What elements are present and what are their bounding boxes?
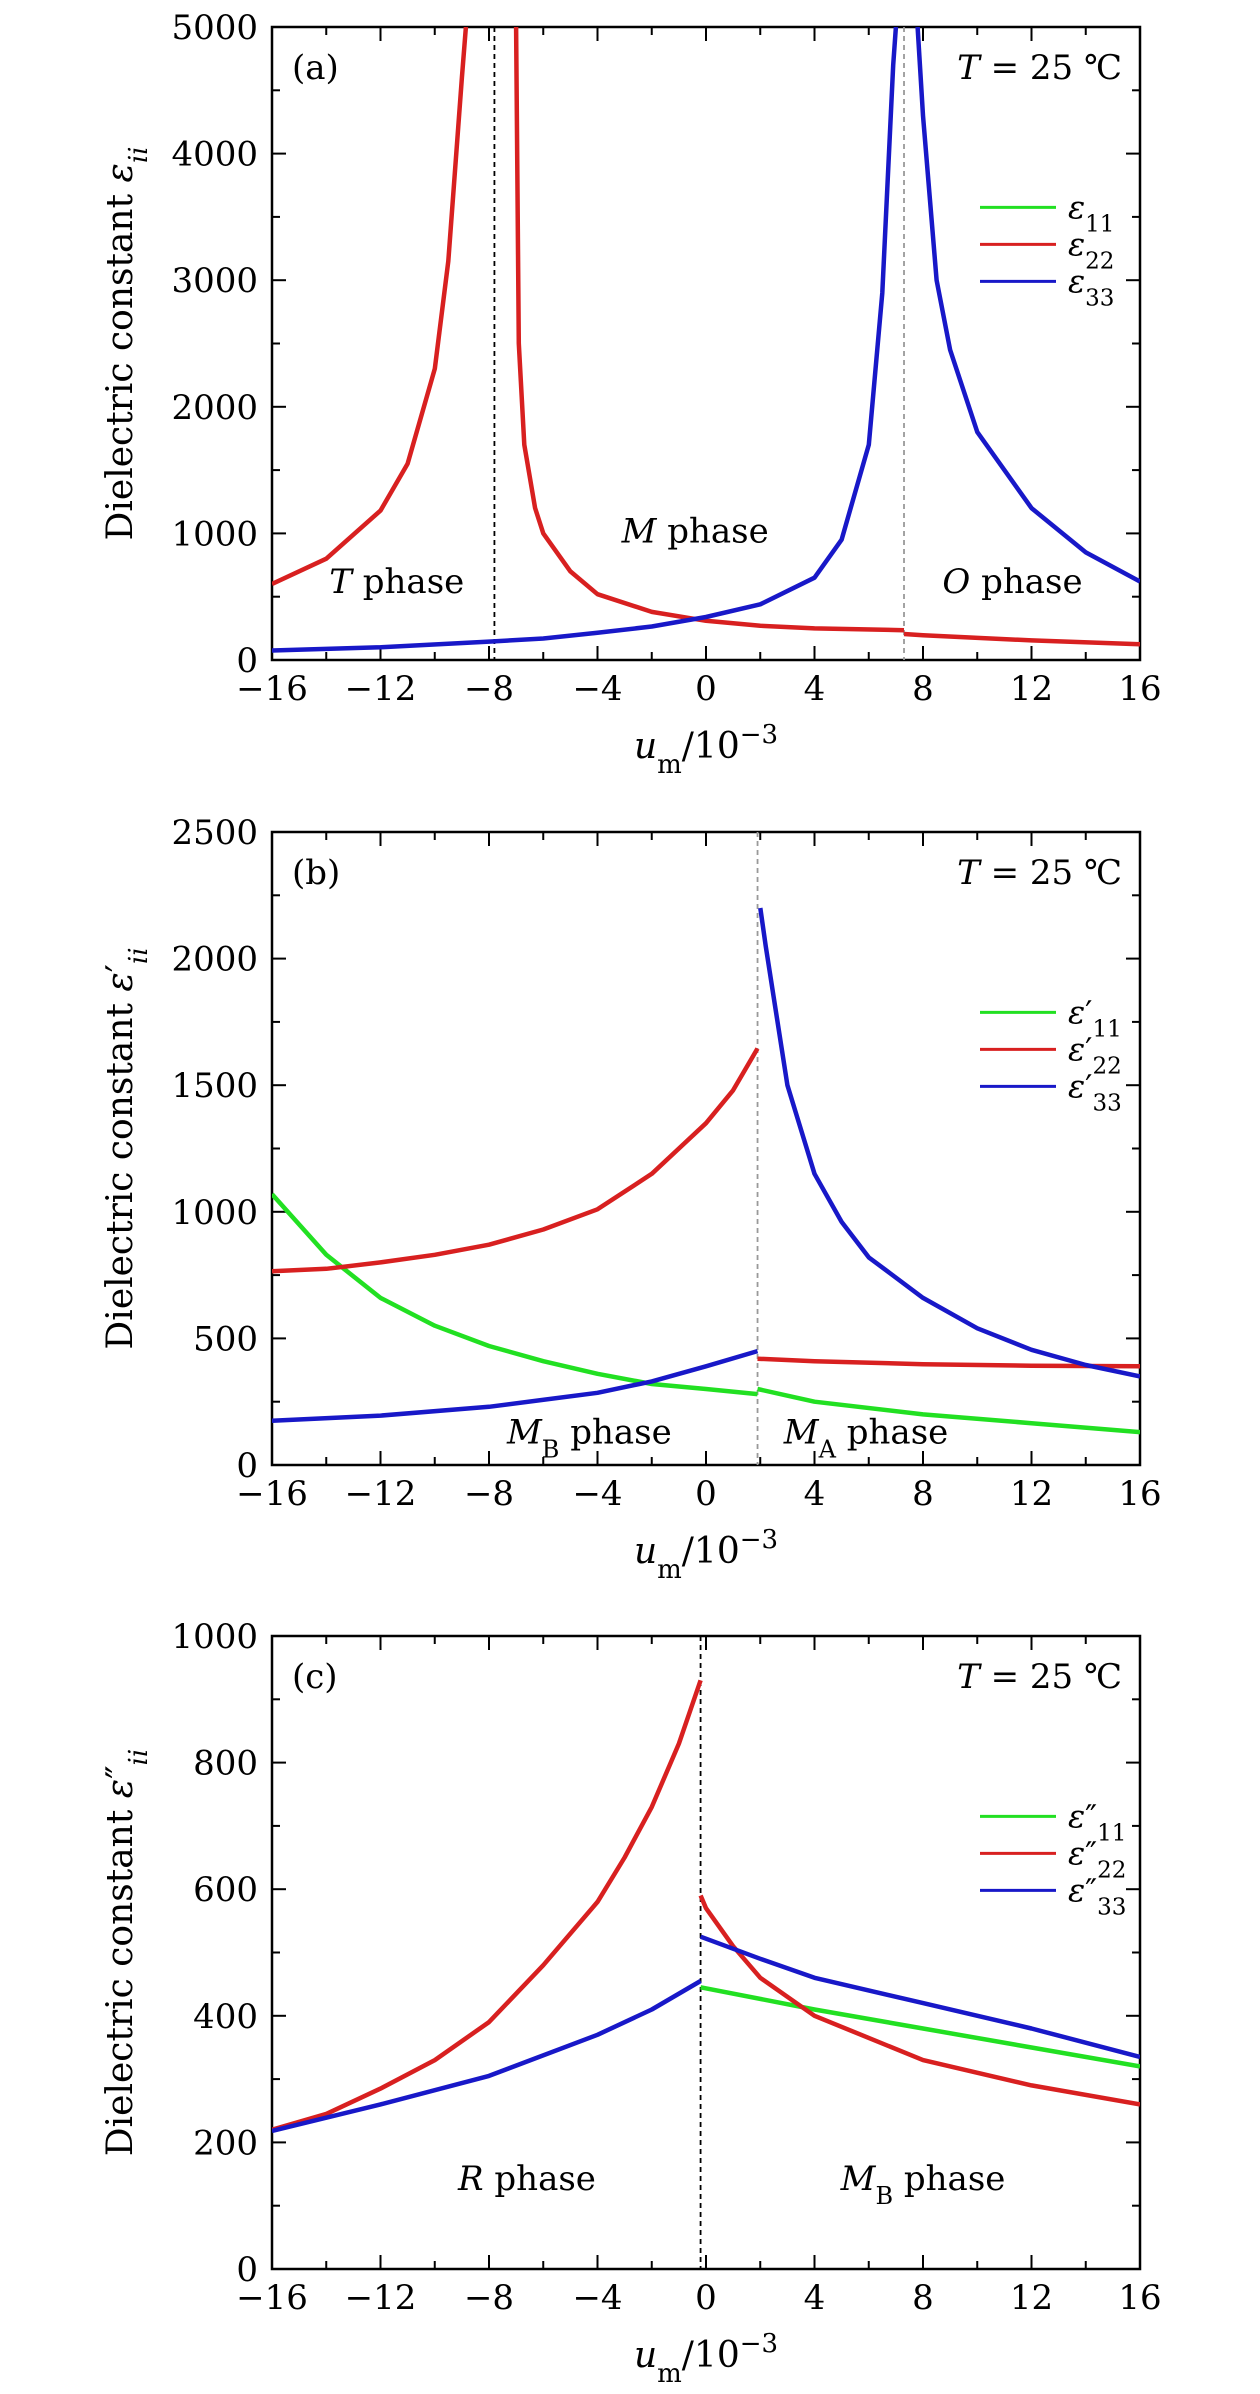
x-tick-label: 12 [1010,1474,1053,1514]
legend-label: ε′11 [1068,993,1122,1042]
series-line-eps22 [903,631,1140,647]
legend-label: ε″33 [1068,1871,1126,1920]
phase-label: MB phase [840,2159,1006,2210]
series-line-eps22 [757,1356,1140,1369]
series-line-eps33 [272,1979,702,2134]
legend-label: ε22 [1068,225,1114,274]
x-tick-label: 16 [1118,2278,1161,2318]
y-axis-title: Dielectric constant ε′ii [100,947,154,1349]
x-tick-label: 0 [695,2278,717,2318]
legend-label: ε33 [1068,262,1114,311]
panel-label: (c) [292,1657,338,1697]
x-tick-label: −16 [236,1474,308,1514]
plot-frame [270,1634,1142,2271]
x-axis-title: um/10−3 [634,720,778,780]
x-axis-title: um/10−3 [634,2329,778,2389]
series-line-eps33 [758,907,1140,1379]
x-tick-label: 16 [1118,669,1161,709]
x-tick-label: −12 [345,1474,417,1514]
y-tick-label: 0 [236,2250,258,2290]
y-tick-label: 1000 [171,514,258,554]
x-tick-label: −8 [464,1474,514,1514]
panel-label: (b) [292,853,340,893]
legend-label: ε′33 [1068,1067,1122,1116]
y-tick-label: 0 [236,641,258,681]
x-tick-label: 8 [912,1474,934,1514]
x-tick-label: −4 [572,2278,622,2318]
series-line-eps33 [699,1934,1140,2060]
y-tick-label: 1000 [171,1617,258,1657]
y-tick-label: 400 [193,1997,258,2037]
x-tick-label: −4 [572,1474,622,1514]
series-line-eps22 [272,1047,760,1274]
legend-label: ε′22 [1068,1030,1122,1079]
y-tick-label: 2000 [171,940,258,980]
x-tick-label: −16 [236,2278,308,2318]
y-tick-label: 5000 [171,8,258,48]
y-tick-label: 1000 [171,1193,258,1233]
phase-label: MB phase [506,1412,672,1463]
legend-label: ε″11 [1068,1797,1126,1846]
y-tick-label: 600 [193,1870,258,1910]
x-axis-title: um/10−3 [634,1525,778,1585]
x-tick-label: 4 [804,669,826,709]
x-tick-label: −8 [464,2278,514,2318]
x-tick-label: −8 [464,669,514,709]
x-tick-label: −16 [236,669,308,709]
x-tick-label: 12 [1010,669,1053,709]
legend-label: ε11 [1068,188,1114,237]
x-tick-label: −12 [345,669,417,709]
series-line-eps22 [272,27,469,587]
y-axis-title: Dielectric constant ε″ii [100,1749,154,2156]
chart-panel-3: −16 −12 −8 −4 0 4 8 12 16 0 200 400 600 800 1000 um/10−… [100,1617,1162,2389]
series-line-eps33 [915,27,1140,584]
y-tick-label: 2500 [171,813,258,853]
y-tick-label: 1500 [171,1066,258,1106]
x-tick-label: −4 [572,669,622,709]
phase-label: R phase [457,2159,596,2199]
y-tick-label: 0 [236,1446,258,1486]
plot-frame [270,830,1142,1467]
temperature-label: T = 25 ℃ [957,1657,1122,1697]
y-tick-label: 200 [193,2123,258,2163]
x-tick-label: −12 [345,2278,417,2318]
chart-panel-1: −16 −12 −8 −4 0 4 8 12 16 0 1000 2000 3000 4000 5000 um… [100,8,1162,780]
legend-label: ε″22 [1068,1834,1126,1883]
series-line-eps22 [698,1894,1140,2107]
series-line-eps33 [272,1348,759,1423]
x-tick-label: 16 [1118,1474,1161,1514]
temperature-label: T = 25 ℃ [957,853,1122,893]
y-axis-title: Dielectric constant εii [100,147,154,541]
phase-label: M phase [621,511,769,551]
series-line-eps22 [272,1679,703,2132]
series-line-eps22 [513,27,905,633]
y-tick-label: 3000 [171,261,258,301]
phase-label: O phase [942,562,1082,602]
y-tick-label: 2000 [171,388,258,428]
series-line-eps33 [272,27,899,653]
chart-panel-2: −16 −12 −8 −4 0 4 8 12 16 0 500 1000 1500 2000 2500 um/… [100,813,1162,1585]
x-tick-label: 4 [804,2278,826,2318]
y-tick-label: 500 [193,1319,258,1359]
x-tick-label: 8 [912,669,934,709]
series-line-eps11 [272,1192,758,1397]
x-tick-label: 0 [695,669,717,709]
y-tick-label: 4000 [171,135,258,175]
phase-label: MA phase [783,1412,948,1463]
y-tick-label: 800 [193,1744,258,1784]
series-line-eps11 [700,1985,1140,2069]
x-tick-label: 8 [912,2278,934,2318]
series-line-eps11 [757,1386,1140,1435]
x-tick-label: 0 [695,1474,717,1514]
phase-label: T phase [329,562,464,602]
x-tick-label: 4 [804,1474,826,1514]
temperature-label: T = 25 ℃ [957,48,1122,88]
x-tick-label: 12 [1010,2278,1053,2318]
panel-label: (a) [292,48,339,88]
